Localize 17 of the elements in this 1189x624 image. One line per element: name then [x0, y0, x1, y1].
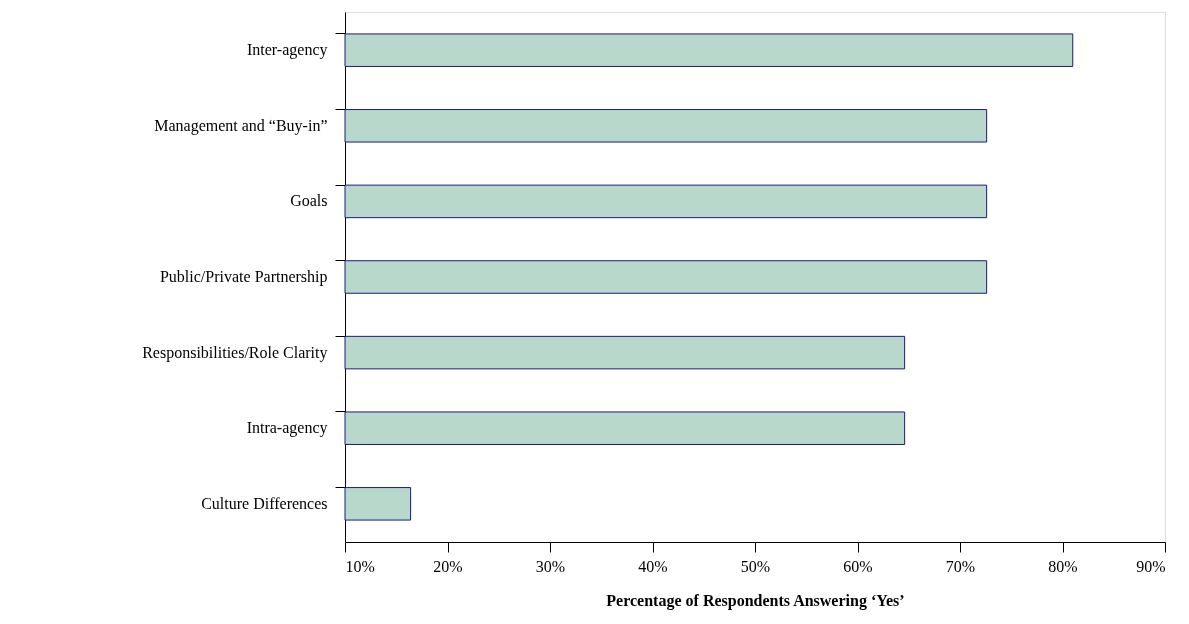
y-tick-label: Public/Private Partnership — [159, 268, 328, 286]
x-tick-label: 80% — [1048, 557, 1078, 575]
y-tick-label: Responsibilities/Role Clarity — [142, 343, 328, 362]
y-tick-label: Intra-agency — [246, 419, 328, 438]
y-tick-label: Management and “Buy-in” — [154, 116, 328, 135]
y-tick-label: Inter-agency — [246, 41, 328, 60]
x-tick-label: 50% — [740, 557, 771, 575]
x-tick-label: 60% — [843, 557, 873, 575]
x-tick-label: 20% — [433, 557, 463, 575]
y-tick-label: Goals — [290, 192, 328, 210]
x-axis-title: Percentage of Respondents Answering ‘Yes’ — [606, 591, 905, 610]
x-tick-label: 30% — [535, 557, 566, 575]
x-tick-label: 70% — [945, 557, 976, 575]
y-tick-label: Culture Differences — [201, 494, 328, 512]
x-tick-label: 40% — [638, 557, 668, 575]
x-tick-label: 10% — [345, 557, 375, 575]
x-tick-label: 90% — [1136, 557, 1166, 575]
